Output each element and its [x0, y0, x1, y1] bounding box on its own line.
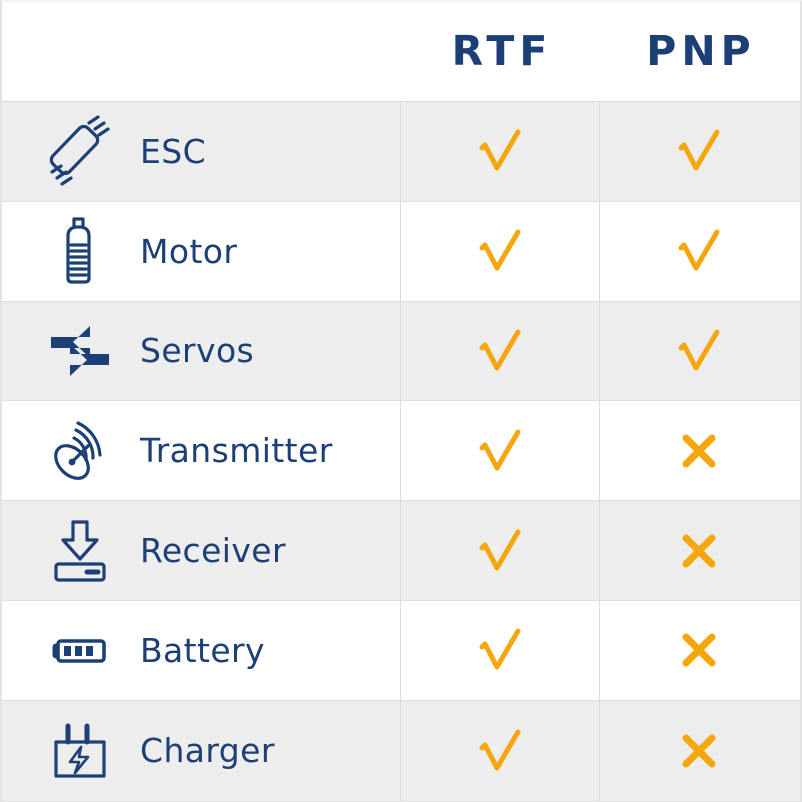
header-cell-pnp: PNP — [599, 2, 798, 101]
cell-pnp — [599, 201, 798, 301]
table-row: Transmitter — [2, 401, 800, 502]
esc-speed-controller-icon — [32, 114, 128, 188]
battery-icon — [32, 613, 128, 687]
cell-rtf — [400, 700, 599, 801]
table-header-row: RTF PNP — [2, 2, 800, 102]
cross-mark-icon — [682, 434, 716, 468]
feature-label: Battery — [140, 630, 265, 670]
table-row: Receiver — [2, 501, 800, 601]
table-row: ESC — [2, 102, 800, 202]
check-mark-icon — [479, 229, 521, 271]
feature-cell: Motor — [2, 202, 400, 301]
table-row: Motor — [2, 201, 800, 302]
cell-rtf — [400, 600, 599, 700]
check-mark-icon — [479, 429, 521, 471]
header-label-pnp: PNP — [646, 27, 756, 75]
cell-pnp — [599, 102, 798, 201]
check-mark-icon — [479, 329, 521, 371]
table-row: Battery — [2, 600, 800, 701]
header-cell-feature — [2, 2, 400, 101]
table-row: Charger — [2, 700, 800, 801]
header-cell-rtf: RTF — [400, 2, 599, 101]
charger-icon — [32, 714, 128, 788]
feature-cell: Transmitter — [2, 401, 400, 500]
feature-cell: ESC — [2, 102, 400, 201]
servos-arrows-icon — [32, 314, 128, 388]
feature-cell: Receiver — [2, 501, 400, 600]
cell-rtf — [400, 501, 599, 600]
cross-mark-icon — [682, 734, 716, 768]
feature-cell: Battery — [2, 601, 400, 700]
check-mark-icon — [678, 129, 720, 171]
check-mark-icon — [479, 129, 521, 171]
feature-label: Charger — [140, 731, 275, 771]
check-mark-icon — [678, 229, 720, 271]
cell-rtf — [400, 301, 599, 401]
check-mark-icon — [678, 329, 720, 371]
feature-cell: Servos — [2, 302, 400, 401]
receiver-download-tray-icon — [32, 514, 128, 588]
cell-rtf — [400, 401, 599, 501]
header-label-rtf: RTF — [451, 27, 553, 75]
feature-label: Motor — [140, 231, 238, 271]
transmitter-satellite-dish-icon — [32, 414, 128, 488]
cross-mark-icon — [682, 534, 716, 568]
feature-label: Receiver — [140, 531, 286, 571]
motor-icon — [32, 214, 128, 288]
cell-rtf — [400, 201, 599, 301]
cell-pnp — [599, 301, 798, 401]
feature-label: Servos — [140, 331, 255, 371]
cell-pnp — [599, 600, 798, 700]
table-row: Servos — [2, 301, 800, 402]
cell-pnp — [599, 700, 798, 801]
check-mark-icon — [479, 529, 521, 571]
feature-label: Transmitter — [140, 431, 333, 471]
feature-cell: Charger — [2, 701, 400, 801]
cell-rtf — [400, 102, 599, 201]
cell-pnp — [599, 401, 798, 501]
check-mark-icon — [479, 628, 521, 670]
cell-pnp — [599, 501, 798, 600]
check-mark-icon — [479, 729, 521, 771]
feature-label: ESC — [140, 131, 207, 171]
cross-mark-icon — [682, 633, 716, 667]
